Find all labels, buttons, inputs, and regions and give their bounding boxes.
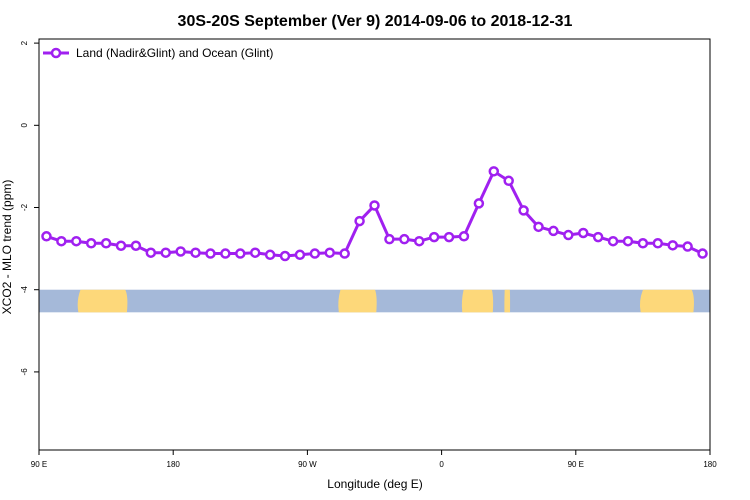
x-tick-label: 90 E <box>31 460 47 469</box>
land-region-1 <box>77 289 128 313</box>
data-point <box>175 246 186 257</box>
data-point <box>533 221 544 233</box>
data-point <box>488 166 500 177</box>
data-point <box>458 231 470 242</box>
data-point <box>324 247 336 258</box>
x-axis: 90 E 180 90 W 0 90 E 180 <box>31 450 717 469</box>
data-point <box>384 233 395 245</box>
data-point <box>354 215 365 227</box>
data-point <box>473 198 485 209</box>
data-point <box>41 231 52 242</box>
data-point <box>56 235 67 247</box>
series-line <box>45 169 704 258</box>
y-tick-label: 0 <box>20 123 29 128</box>
land-region-4 <box>504 289 511 313</box>
data-point <box>578 227 589 239</box>
y-tick-label: 2 <box>20 40 29 45</box>
data-point <box>399 233 410 245</box>
data-point <box>249 247 261 258</box>
y-tick-label: -2 <box>20 203 29 211</box>
data-point <box>205 248 216 259</box>
data-point <box>145 247 157 258</box>
data-point <box>652 238 664 249</box>
data-point <box>518 205 529 216</box>
data-point <box>563 229 574 241</box>
data-point <box>264 249 276 261</box>
x-tick-label: 90 E <box>568 460 584 469</box>
y-tick-label: -4 <box>20 286 29 294</box>
series-layer <box>41 166 708 262</box>
land-region-2 <box>338 289 377 313</box>
land-region-5 <box>639 289 694 313</box>
data-point <box>697 248 708 259</box>
data-point <box>115 240 127 251</box>
x-tick-label: 180 <box>167 460 181 469</box>
data-point <box>100 238 112 249</box>
data-point <box>190 247 201 258</box>
data-point <box>548 225 559 237</box>
data-point <box>279 250 291 262</box>
x-tick-label: 90 W <box>298 460 317 469</box>
data-point <box>85 238 97 249</box>
data-point <box>309 248 321 259</box>
data-point <box>592 231 604 243</box>
land-region-3 <box>461 289 494 313</box>
data-point <box>71 235 82 247</box>
data-point <box>503 175 514 187</box>
x-tick-label: 180 <box>703 460 717 469</box>
data-point <box>667 240 678 251</box>
data-point <box>294 249 306 261</box>
data-point <box>160 247 171 258</box>
data-point <box>622 235 634 247</box>
data-point <box>607 235 619 247</box>
chart-title: 30S-20S September (Ver 9) 2014-09-06 to … <box>178 13 573 30</box>
x-tick-label: 0 <box>439 460 444 469</box>
data-point <box>443 231 455 243</box>
data-point <box>682 241 693 252</box>
y-axis: 2 0 -2 -4 -6 <box>20 40 39 375</box>
data-point <box>220 248 231 259</box>
y-axis-label: XCO2 - MLO trend (ppm) <box>0 180 14 315</box>
data-point <box>369 200 380 211</box>
data-point <box>235 248 246 259</box>
data-point <box>130 240 142 251</box>
plot-frame <box>38 38 711 451</box>
data-point <box>339 248 350 259</box>
data-point <box>428 231 440 243</box>
data-point <box>637 238 649 249</box>
legend-label: Land (Nadir&Glint) and Ocean (Glint) <box>76 46 273 60</box>
legend-marker-swatch <box>50 47 62 59</box>
land-ocean-strip <box>39 289 710 313</box>
x-axis-label: Longitude (deg E) <box>327 477 422 491</box>
data-point <box>413 235 425 247</box>
legend: Land (Nadir&Glint) and Ocean (Glint) <box>43 46 273 60</box>
y-tick-label: -6 <box>20 368 29 376</box>
